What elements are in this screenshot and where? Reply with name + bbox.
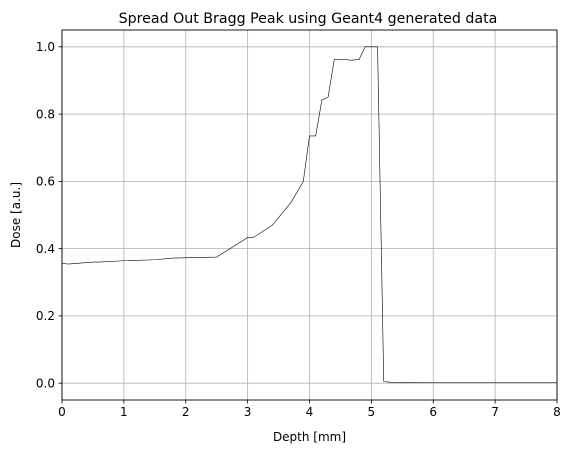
chart-title: Spread Out Bragg Peak using Geant4 gener…: [119, 11, 498, 27]
y-tick-label: 0.0: [36, 376, 55, 390]
x-tick-label: 2: [182, 405, 190, 419]
x-tick-label: 1: [120, 405, 128, 419]
x-tick-label: 7: [491, 405, 499, 419]
y-axis: 0.0 0.2 0.4 0.6 0.8 1.0: [36, 40, 62, 390]
y-tick-label: 0.8: [36, 107, 55, 121]
x-axis: 0 1 2 3 4 5 6 7 8: [58, 400, 561, 419]
x-tick-label: 5: [368, 405, 376, 419]
x-tick-label: 0: [58, 405, 66, 419]
y-tick-label: 0.4: [36, 242, 55, 256]
y-tick-label: 0.2: [36, 309, 55, 323]
x-tick-label: 8: [553, 405, 561, 419]
y-tick-label: 1.0: [36, 40, 55, 54]
y-axis-label: Dose [a.u.]: [9, 182, 23, 248]
x-tick-label: 4: [306, 405, 314, 419]
x-tick-label: 3: [244, 405, 252, 419]
y-tick-label: 0.6: [36, 175, 55, 189]
grid: [62, 30, 557, 400]
x-tick-label: 6: [429, 405, 437, 419]
x-axis-label: Depth [mm]: [273, 430, 346, 444]
